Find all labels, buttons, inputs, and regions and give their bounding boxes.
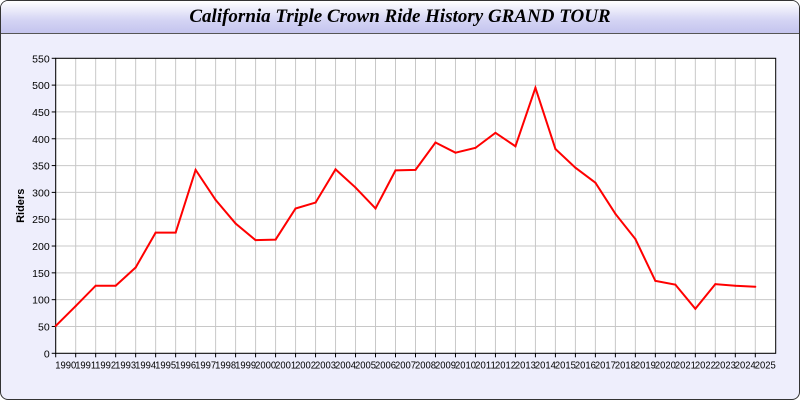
data-point: [594, 181, 597, 184]
x-tick-label: 2010: [455, 359, 476, 371]
data-point: [94, 284, 97, 287]
x-tick-label: 2006: [375, 359, 396, 371]
data-point: [54, 324, 57, 327]
data-point: [434, 141, 437, 144]
y-tick-label: 400: [32, 134, 50, 146]
y-tick-label: 0: [44, 348, 50, 360]
x-tick-label: 2000: [255, 359, 276, 371]
x-tick-label: 2017: [595, 359, 616, 371]
data-point: [154, 231, 157, 234]
x-tick-label: 2001: [275, 359, 296, 371]
data-point: [614, 212, 617, 215]
riders-line: [54, 84, 756, 327]
data-point: [134, 266, 137, 269]
x-tick-label: 1991: [75, 359, 96, 371]
x-tick-label: 2016: [575, 359, 596, 371]
x-tick-label: 2003: [315, 359, 336, 371]
data-point: [374, 207, 377, 210]
x-tick-label: 1993: [115, 359, 136, 371]
data-point: [234, 222, 237, 225]
data-point: [574, 166, 577, 169]
data-point: [554, 147, 557, 150]
y-tick-label: 50: [38, 321, 50, 333]
data-point: [194, 168, 197, 171]
x-tick-label: 2024: [735, 359, 756, 371]
data-point: [734, 284, 737, 287]
x-tick-label: 2018: [615, 359, 636, 371]
data-point: [294, 207, 297, 210]
x-tick-label: 1999: [235, 359, 256, 371]
y-tick-label: 100: [32, 295, 50, 307]
x-tick-label: 1996: [175, 359, 196, 371]
x-tick-label: 2002: [295, 359, 316, 371]
data-point: [274, 238, 277, 241]
data-point: [634, 238, 637, 241]
data-point: [214, 198, 217, 201]
x-tick-label: 2021: [675, 359, 696, 371]
data-point: [754, 285, 757, 288]
data-point: [174, 231, 177, 234]
x-tick-label: 2012: [495, 359, 516, 371]
data-point: [74, 305, 77, 308]
y-tick-label: 150: [32, 268, 50, 280]
data-point: [674, 283, 677, 286]
x-tick-label: 2022: [695, 359, 716, 371]
data-point: [314, 201, 317, 204]
y-tick-label: 200: [32, 241, 50, 253]
data-point: [114, 284, 117, 287]
x-tick-label: 2005: [355, 359, 376, 371]
x-tick-label: 2013: [515, 359, 536, 371]
x-tick-label: 2007: [395, 359, 416, 371]
data-point: [414, 168, 417, 171]
data-point: [354, 186, 357, 189]
data-point: [694, 307, 697, 310]
data-point: [254, 239, 257, 242]
x-tick-label: 2011: [475, 359, 496, 371]
data-point: [514, 145, 517, 148]
y-tick-label: 550: [32, 53, 50, 65]
x-tick-label: 2008: [415, 359, 436, 371]
y-tick-label: 500: [32, 80, 50, 92]
x-tick-label: 2023: [715, 359, 736, 371]
y-tick-label: 350: [32, 161, 50, 173]
data-point: [334, 168, 337, 171]
x-tick-label: 2014: [535, 359, 556, 371]
x-tick-label: 1998: [215, 359, 236, 371]
title-bar: California Triple Crown Ride History GRA…: [1, 1, 799, 34]
x-tick-label: 1995: [155, 359, 176, 371]
x-tick-label: 2009: [435, 359, 456, 371]
x-tick-label: 1997: [195, 359, 216, 371]
data-point: [394, 169, 397, 172]
data-point: [454, 151, 457, 154]
x-tick-label: 1994: [135, 359, 156, 371]
y-tick-label: 450: [32, 107, 50, 119]
data-point: [474, 146, 477, 149]
y-tick-label: 300: [32, 187, 50, 199]
x-tick-label: 2025: [755, 359, 776, 371]
y-axis-label: Riders: [15, 189, 27, 223]
x-tick-label: 2020: [655, 359, 676, 371]
data-point: [714, 283, 717, 286]
data-point: [534, 86, 537, 89]
x-tick-label: 2004: [335, 359, 356, 371]
x-tick-label: 1992: [95, 359, 116, 371]
x-tick-label: 1990: [55, 359, 76, 371]
x-tick-label: 2015: [555, 359, 576, 371]
chart-title: California Triple Crown Ride History GRA…: [189, 6, 611, 27]
data-point: [654, 279, 657, 282]
x-tick-label: 2019: [635, 359, 656, 371]
y-tick-label: 250: [32, 214, 50, 226]
data-point: [494, 131, 497, 134]
